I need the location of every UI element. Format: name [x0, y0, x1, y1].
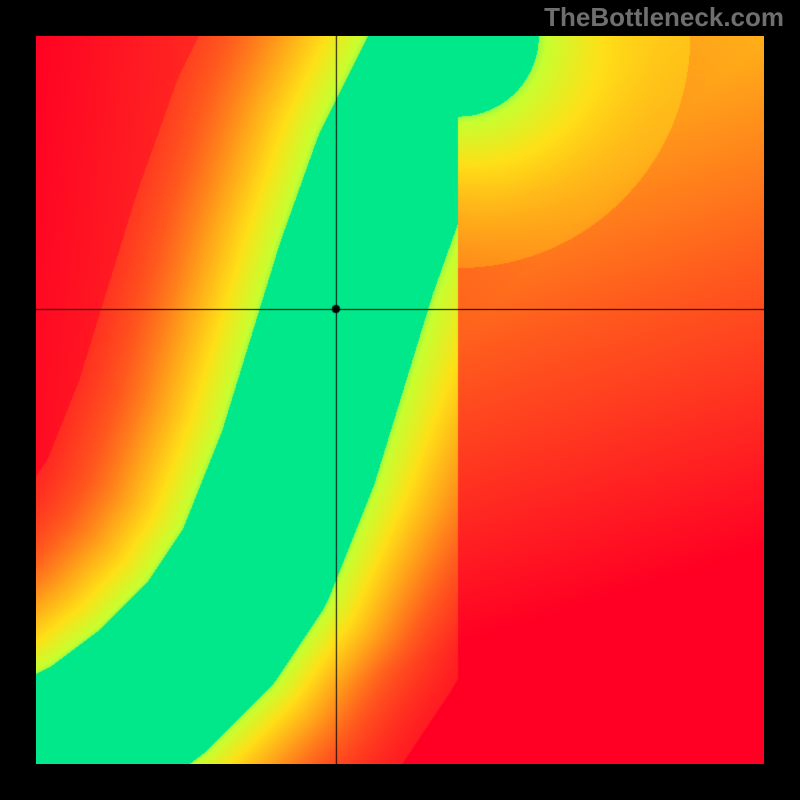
watermark-text: TheBottleneck.com [544, 2, 784, 33]
heatmap-canvas [36, 36, 764, 764]
chart-container: TheBottleneck.com [0, 0, 800, 800]
